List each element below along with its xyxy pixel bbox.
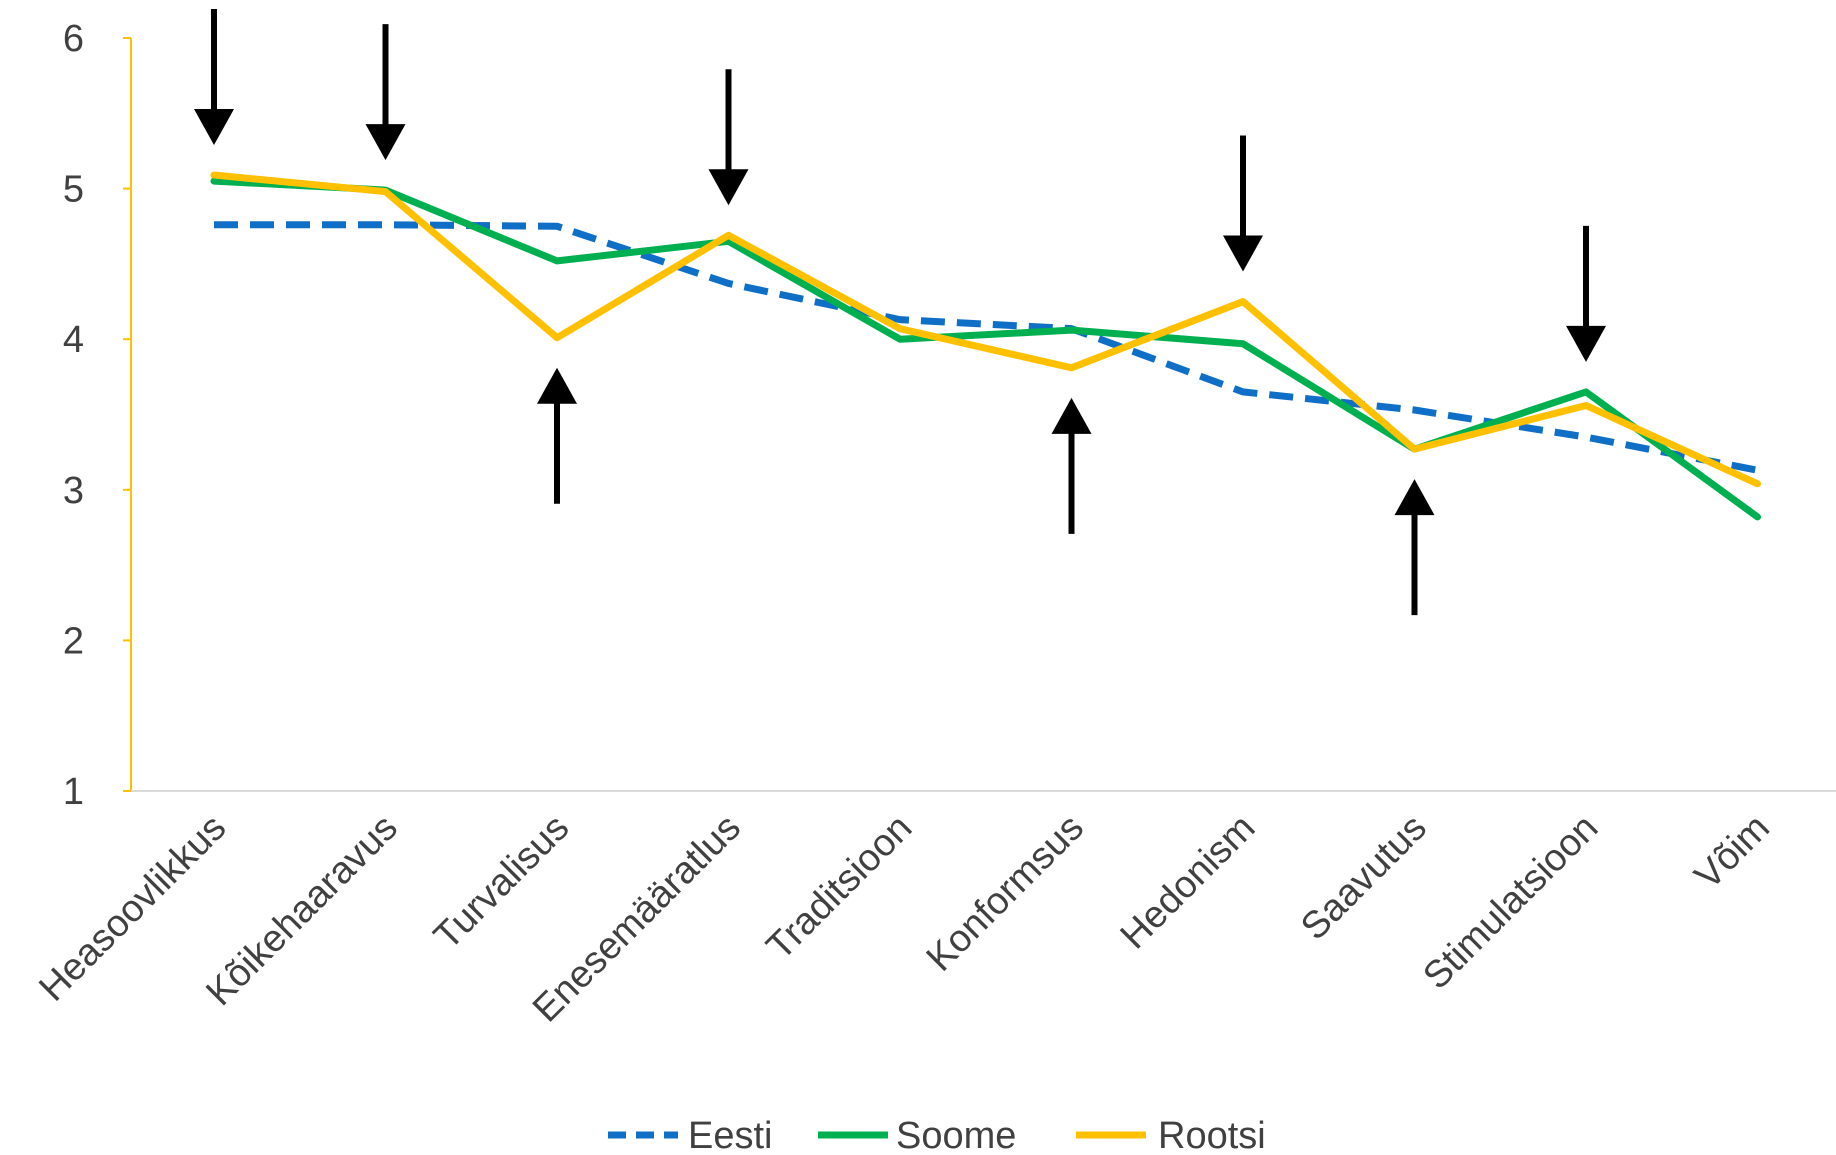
y-tick-label: 1 (63, 771, 84, 813)
arrow-head (1394, 479, 1435, 516)
arrow-head (194, 109, 234, 146)
down-arrow-icon (708, 69, 749, 206)
up-arrow-icon (1051, 397, 1092, 534)
y-tick-label: 5 (63, 169, 84, 211)
arrow-head (537, 367, 577, 404)
down-arrow-icon (1566, 225, 1606, 362)
y-tick-label: 6 (63, 18, 84, 60)
y-tick-label: 2 (63, 620, 84, 662)
x-tick-label: Konformsus (919, 807, 1092, 980)
annotation-layer (194, 9, 1606, 616)
x-tick-label: Hedonism (1113, 807, 1264, 958)
down-arrow-icon (365, 24, 406, 161)
down-arrow-icon (194, 9, 234, 146)
x-tick-label: Võim (1687, 807, 1778, 898)
series-layer (210, 171, 1761, 521)
y-tick-label: 4 (63, 319, 84, 361)
y-axis: 1 2 3 4 5 6 (63, 18, 132, 813)
x-tick-label: Saavutus (1293, 807, 1435, 949)
legend-label-eesti: Eesti (688, 1115, 772, 1155)
y-tick-label: 3 (63, 470, 84, 512)
legend-label-soome: Soome (896, 1115, 1016, 1155)
legend: Eesti Soome Rootsi (608, 1115, 1266, 1155)
series-line-rootsi (210, 171, 1761, 488)
arrow-head (1051, 397, 1092, 434)
arrow-head (365, 124, 406, 161)
x-tick-label: Stimulatsioon (1415, 807, 1606, 998)
x-tick-label: Traditsioon (759, 807, 921, 969)
arrow-head (1566, 325, 1606, 362)
up-arrow-icon (1394, 479, 1435, 616)
x-tick-label: Turvalisus (426, 807, 577, 958)
down-arrow-icon (1223, 135, 1263, 272)
arrow-head (708, 169, 749, 206)
series-line-soome (210, 177, 1761, 521)
arrow-head (1223, 235, 1263, 272)
up-arrow-icon (537, 367, 577, 504)
legend-label-rootsi: Rootsi (1158, 1115, 1266, 1155)
